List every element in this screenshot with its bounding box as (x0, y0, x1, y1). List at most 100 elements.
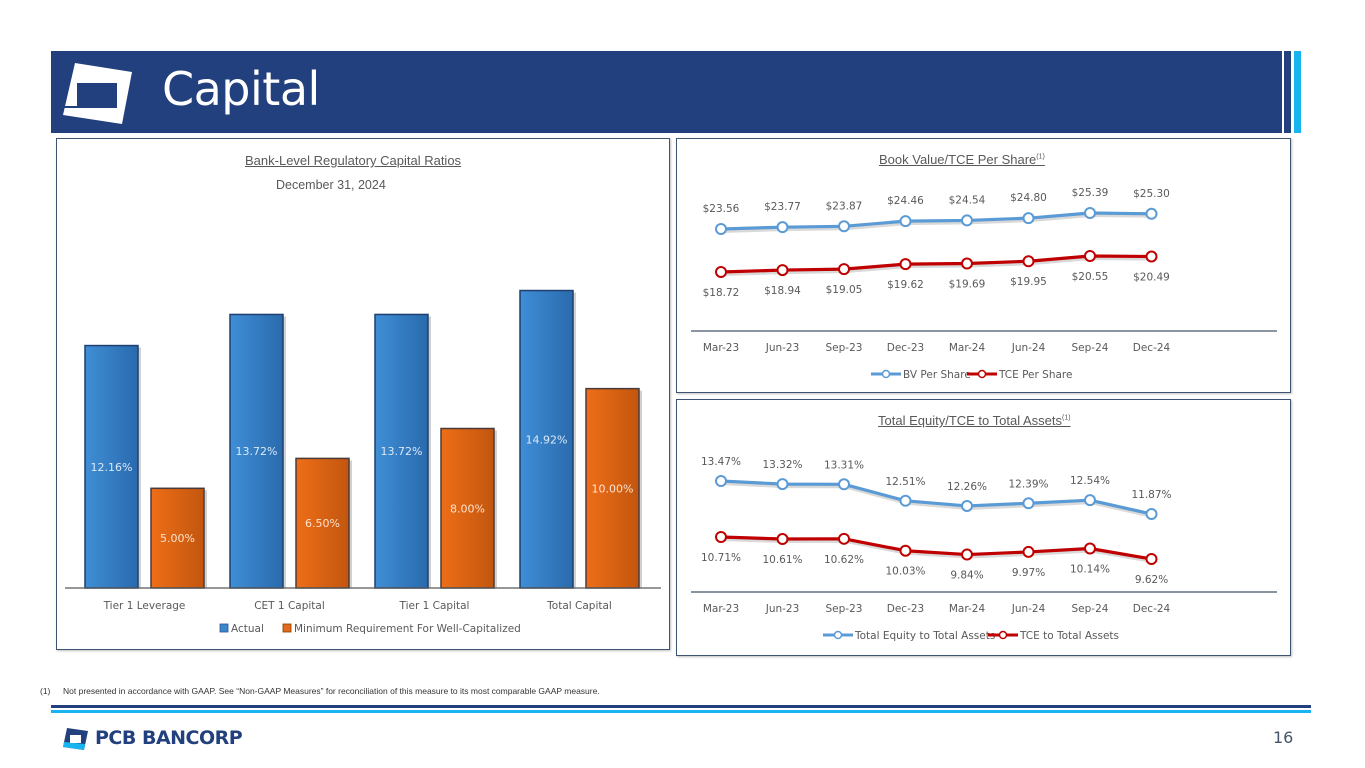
data-point-marker (961, 499, 973, 512)
data-label: $24.54 (949, 194, 986, 206)
data-label: 10.71% (701, 552, 741, 564)
data-point-marker (838, 220, 850, 233)
chart-title: Bank-Level Regulatory Capital Ratios (245, 153, 462, 168)
data-point-marker (715, 266, 727, 278)
x-tick-label: Jun-23 (765, 603, 800, 615)
data-label: 12.39% (1008, 478, 1048, 490)
bar-actual (519, 289, 574, 589)
data-label: 10.03% (885, 566, 925, 578)
bar-data-label: 6.50% (305, 517, 340, 530)
x-tick-label: Jun-23 (765, 342, 800, 354)
equity-to-assets-panel: Total Equity/TCE to Total Assets(1) Mar-… (676, 399, 1291, 656)
data-point-marker (899, 544, 912, 557)
bar-data-label: 5.00% (160, 532, 195, 545)
regulatory-capital-bar-chart: 12.16% 5.00% 13.72% 6.50% 13.72% 8.00% 14.92% 1… (65, 289, 661, 635)
chart-title: Total Equity/TCE to Total Assets(1) (878, 413, 1071, 428)
data-label: $19.95 (1010, 276, 1047, 288)
data-point-marker (1084, 542, 1096, 555)
data-point-marker (776, 221, 789, 234)
data-point-marker (776, 533, 789, 546)
series-line-1 (720, 254, 1152, 274)
x-tick-label: Tier 1 Capital (399, 600, 470, 612)
series-line-shadow (721, 255, 1153, 276)
x-tick-label: Sep-23 (826, 342, 863, 354)
data-point-marker (961, 548, 973, 561)
data-point-marker (899, 494, 912, 507)
legend-swatch-minimum (282, 623, 292, 633)
data-label: 10.14% (1070, 564, 1110, 576)
x-tick-label: CET 1 Capital (254, 600, 325, 612)
pcb-footer-logo-icon (63, 728, 88, 750)
data-label: $20.55 (1072, 271, 1109, 283)
bar-minimum (150, 487, 205, 589)
data-point-marker (1022, 545, 1035, 558)
data-label: $25.39 (1072, 187, 1109, 199)
footnote: (1) Not presented in accordance with GAAP… (40, 686, 600, 696)
data-point-marker (1145, 250, 1158, 263)
data-label: 13.47% (701, 456, 741, 468)
data-label: $19.62 (887, 279, 924, 291)
data-label: $25.30 (1133, 188, 1170, 200)
book-value-panel: Book Value/TCE Per Share(1) Mar-23 Jun-23… (676, 138, 1291, 393)
bar-data-label: 10.00% (592, 482, 634, 495)
data-point-marker (776, 478, 789, 491)
data-label: $24.46 (887, 195, 924, 207)
data-point-marker (776, 264, 789, 277)
legend-label: Total Equity to Total Assets (854, 630, 995, 642)
pcb-logo-icon (63, 63, 132, 124)
x-tick-label: Dec-23 (887, 603, 924, 615)
footnote-marker: (1) (40, 686, 51, 696)
legend-marker-icon (977, 369, 987, 379)
data-label: 9.97% (1012, 567, 1045, 579)
x-tick-label: Jun-24 (1011, 603, 1046, 615)
legend-marker-icon (833, 630, 843, 640)
x-tick-label: Tier 1 Leverage (103, 600, 186, 612)
data-label: 10.62% (824, 554, 864, 566)
data-label: $18.72 (703, 287, 740, 299)
data-point-marker (899, 215, 912, 228)
data-point-marker (715, 475, 727, 487)
data-label: $24.80 (1010, 192, 1047, 204)
data-point-marker (1084, 494, 1096, 507)
series-line-0 (720, 211, 1152, 231)
data-point-marker (1145, 207, 1158, 220)
bar-data-label: 13.72% (381, 445, 423, 458)
bar-data-label: 13.72% (236, 445, 278, 458)
legend-label-actual: Actual (231, 623, 264, 635)
data-point-marker (838, 478, 850, 491)
data-label: $23.87 (826, 200, 863, 212)
data-label: 9.84% (950, 570, 983, 582)
data-label: $23.77 (764, 201, 801, 213)
series-line-shadow (721, 537, 1153, 563)
chart-title-text: Total Equity/TCE to Total Assets (878, 413, 1063, 428)
chart-title-footnote-marker: (1) (1062, 414, 1071, 422)
data-point-marker (899, 258, 912, 271)
chart-title: Book Value/TCE Per Share(1) (879, 152, 1045, 167)
x-tick-label: Mar-23 (703, 342, 739, 354)
series-line-0 (720, 479, 1152, 516)
bar-actual (374, 313, 429, 589)
data-point-marker (1022, 255, 1035, 268)
data-label: 12.26% (947, 481, 987, 493)
x-tick-label: Mar-24 (949, 603, 986, 615)
legend-label-minimum: Minimum Requirement For Well-Capitalized (294, 623, 521, 635)
data-point-marker (838, 532, 850, 545)
legend-label: TCE Per Share (998, 369, 1072, 381)
bar-actual (84, 344, 139, 589)
equity-to-assets-line-chart: Mar-23 Jun-23 Sep-23 Dec-23 Mar-24 Jun-24 Sep-… (691, 456, 1277, 642)
footer-brand: PCB BANCORP (95, 727, 243, 749)
data-point-marker (961, 214, 973, 227)
x-tick-label: Mar-24 (949, 342, 986, 354)
series-line-1 (720, 535, 1152, 561)
data-label: 11.87% (1131, 489, 1171, 501)
chart-title-text: Book Value/TCE Per Share (879, 152, 1037, 167)
x-tick-label: Sep-23 (826, 603, 863, 615)
x-tick-label: Dec-24 (1133, 342, 1171, 354)
bar-actual (229, 313, 284, 589)
x-tick-label: Sep-24 (1072, 342, 1109, 354)
legend-marker-icon (881, 369, 891, 379)
legend-label: TCE to Total Assets (1019, 630, 1119, 642)
header-bar (51, 51, 1282, 133)
data-point-marker (1022, 497, 1035, 510)
data-point-marker (1084, 207, 1096, 219)
